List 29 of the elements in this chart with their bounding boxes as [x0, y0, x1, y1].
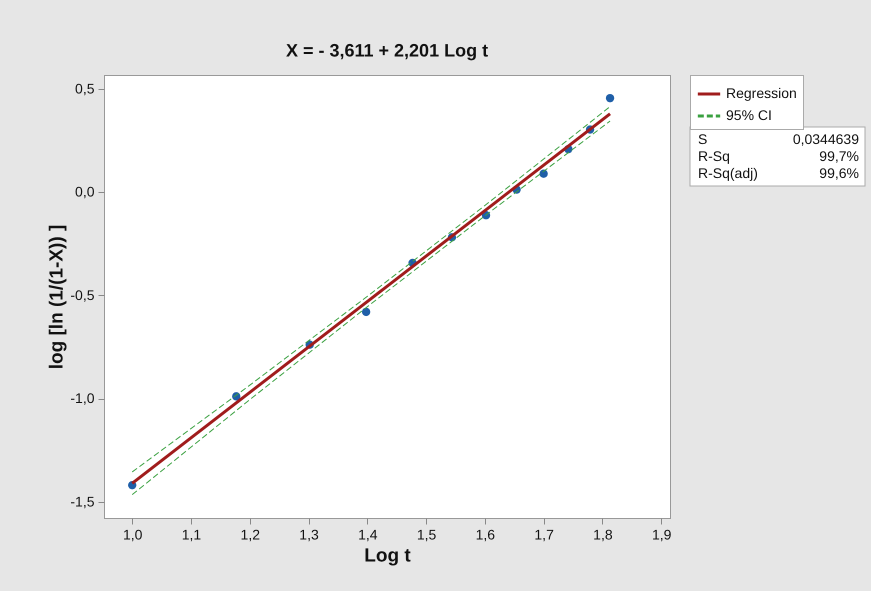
x-tick-label: 1,2 — [240, 526, 260, 542]
x-tick-label: 1,3 — [299, 526, 319, 542]
x-tick-label: 1,4 — [358, 526, 378, 542]
x-tick-label: 1,5 — [416, 526, 437, 542]
x-tick-label: 1,0 — [122, 526, 143, 542]
y-tick-label: 0,5 — [75, 80, 95, 96]
chart-title: X = - 3,611 + 2,201 Log t — [286, 40, 488, 60]
text: R-Sq — [698, 148, 730, 164]
y-tick-label: -0,5 — [70, 286, 95, 303]
x-tick-label: 1,7 — [534, 526, 554, 542]
y-tick-label: 0,0 — [75, 184, 95, 200]
legend-label: 95% CI — [726, 107, 772, 123]
x-tick-label: 1,6 — [476, 526, 496, 542]
legend-label: Regression — [726, 85, 797, 101]
x-tick-label: 1,1 — [182, 526, 202, 542]
y-tick-label: -1,0 — [70, 390, 95, 406]
x-tick-label: 1,8 — [593, 526, 613, 542]
x-axis-title: Log t — [364, 546, 412, 566]
text: 0,0344639 — [792, 131, 860, 147]
y-tick-label: -1,5 — [70, 493, 95, 510]
text: S — [698, 131, 708, 147]
point — [539, 170, 548, 178]
point — [606, 94, 614, 102]
x-tick-label: 1,9 — [652, 526, 672, 542]
text: 99,7% — [819, 148, 859, 164]
text: 99,6% — [819, 165, 859, 181]
y-axis-title: log [ln (1/(1-X)) ] — [46, 224, 68, 370]
text: R-Sq(adj) — [698, 165, 758, 181]
point — [362, 308, 370, 316]
